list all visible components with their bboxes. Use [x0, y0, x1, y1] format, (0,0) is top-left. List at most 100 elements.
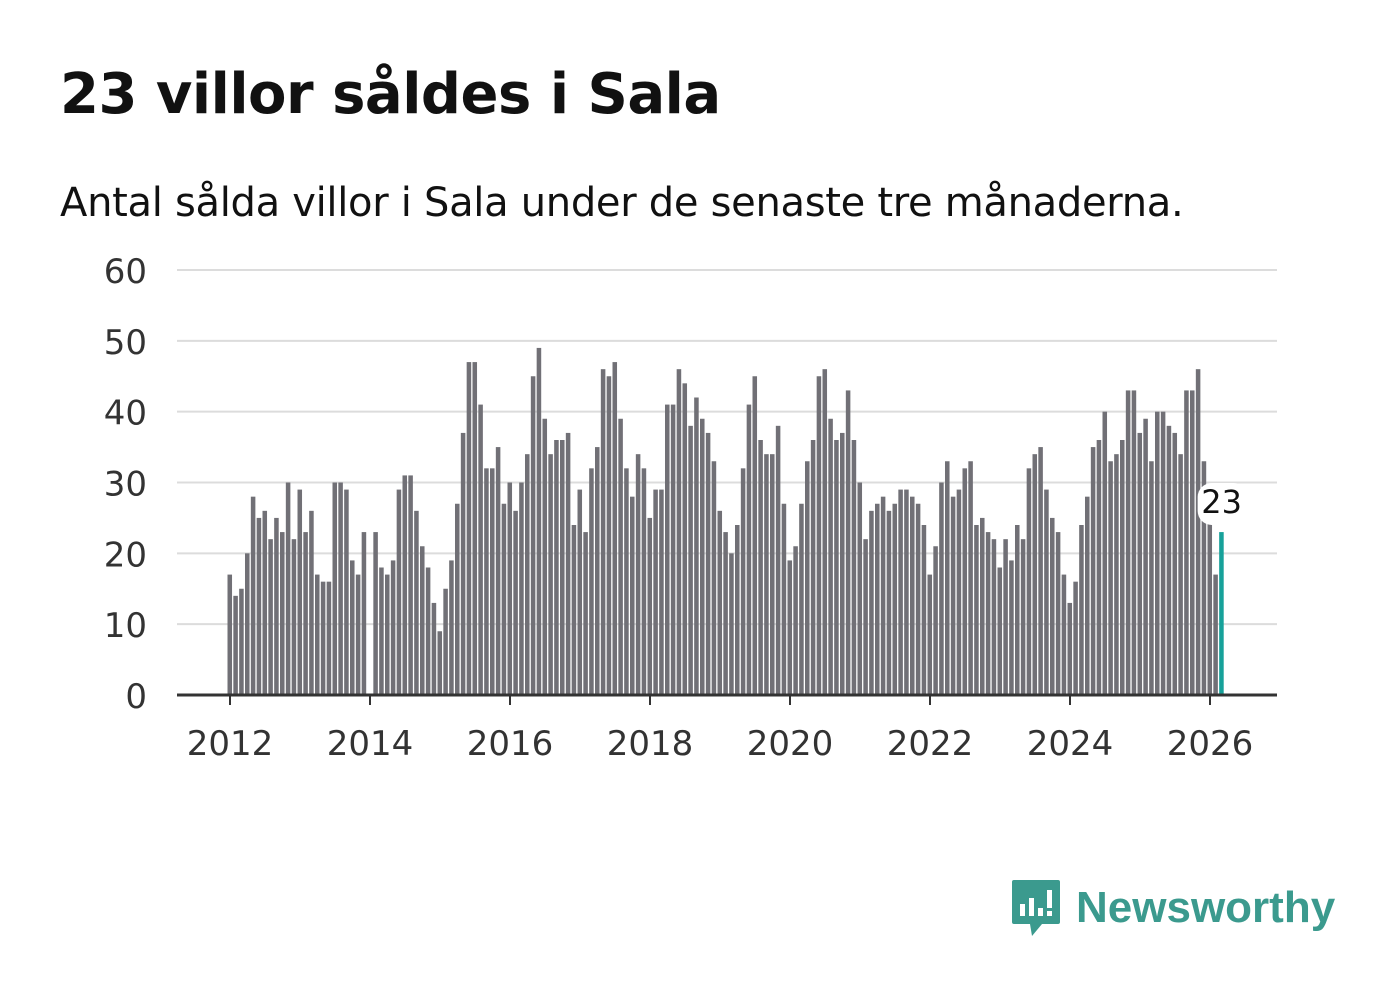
bar — [921, 525, 927, 695]
bar — [700, 418, 705, 695]
bar — [525, 454, 530, 695]
bar — [1201, 461, 1207, 695]
y-tick-label: 60 — [104, 252, 147, 292]
bar — [256, 517, 262, 695]
bar — [472, 362, 478, 695]
bar — [233, 595, 238, 695]
bar — [309, 510, 314, 695]
bar — [682, 383, 688, 695]
bar — [705, 432, 711, 695]
x-tick-label: 2016 — [467, 724, 554, 764]
bar — [536, 347, 542, 695]
bar — [1026, 468, 1032, 695]
bar — [770, 454, 775, 695]
bar — [764, 454, 769, 695]
bar — [1079, 525, 1084, 695]
bar — [781, 503, 787, 695]
bar — [1190, 390, 1195, 695]
bar — [1020, 539, 1026, 695]
chart-title: 23 villor såldes i Sala — [60, 62, 721, 127]
bar — [361, 532, 367, 695]
bar — [1155, 411, 1160, 695]
bar — [1166, 425, 1172, 695]
bar — [1073, 581, 1078, 695]
bar — [1178, 454, 1183, 695]
bar — [676, 369, 682, 695]
bar — [548, 454, 553, 695]
bar — [385, 574, 390, 695]
bar — [1213, 574, 1218, 695]
value-label: 23 — [1201, 483, 1242, 521]
bar — [606, 376, 612, 695]
bar — [974, 525, 979, 695]
x-tick-label: 2026 — [1167, 724, 1254, 764]
y-tick-label: 30 — [104, 465, 147, 505]
bar — [711, 461, 717, 695]
bar — [484, 468, 489, 695]
bar — [460, 432, 466, 695]
value-label-background — [1197, 483, 1248, 525]
bar — [315, 574, 320, 695]
bar — [805, 461, 810, 695]
bar — [1096, 440, 1102, 695]
bar — [1067, 602, 1073, 695]
y-tick-label: 0 — [125, 677, 147, 717]
bar — [945, 461, 950, 695]
bar — [834, 440, 839, 695]
bar — [729, 553, 734, 695]
chart-subtitle: Antal sålda villor i Sala under de senas… — [60, 180, 1184, 226]
bar — [245, 553, 250, 695]
bar — [449, 560, 454, 695]
bar — [1160, 411, 1166, 695]
bar — [851, 440, 857, 695]
bar — [670, 404, 676, 695]
bar — [297, 489, 303, 695]
bar — [1131, 390, 1137, 695]
bar — [344, 489, 349, 695]
bar — [1038, 447, 1043, 695]
bar — [933, 546, 938, 695]
bar — [717, 510, 723, 695]
bar — [478, 404, 483, 695]
bar — [565, 432, 571, 695]
bar — [326, 581, 332, 695]
bar — [1003, 539, 1008, 695]
bar — [332, 482, 338, 695]
bar — [320, 581, 326, 695]
bar — [723, 532, 728, 695]
bar — [291, 539, 297, 695]
bar — [414, 510, 419, 695]
bar — [420, 546, 425, 695]
bar — [1149, 461, 1154, 695]
bar — [1102, 411, 1108, 695]
x-tick-label: 2018 — [607, 724, 694, 764]
bar — [1120, 440, 1125, 695]
highlighted-bar — [1219, 532, 1224, 695]
bar — [513, 510, 518, 695]
bar — [501, 503, 507, 695]
bar — [443, 588, 448, 695]
bar — [752, 376, 758, 695]
bar — [507, 482, 513, 695]
bar — [268, 539, 273, 695]
bar — [560, 440, 565, 695]
bar — [630, 496, 635, 695]
bar — [390, 560, 396, 695]
bar — [985, 532, 991, 695]
bar — [857, 482, 863, 695]
bar — [659, 489, 664, 695]
bar — [227, 574, 233, 695]
bars — [227, 347, 1224, 695]
bar — [746, 404, 752, 695]
y-tick-label: 40 — [104, 394, 147, 434]
bar — [624, 468, 629, 695]
bar — [962, 468, 968, 695]
bar — [997, 567, 1003, 695]
bar — [490, 468, 495, 695]
bar — [589, 468, 594, 695]
bar — [1108, 461, 1113, 695]
bar — [600, 369, 606, 695]
bar — [688, 425, 693, 695]
bar — [250, 496, 256, 695]
